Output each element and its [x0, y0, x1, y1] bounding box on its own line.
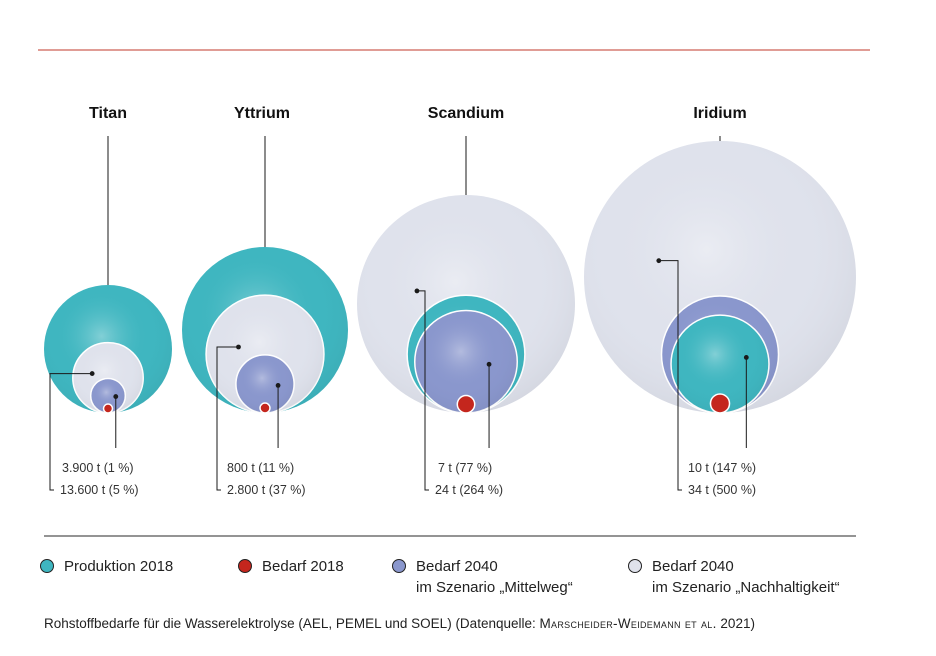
value-nachhaltigkeit-scandium: 24 t (264 %) — [435, 483, 503, 497]
caption-year: 2021) — [716, 616, 755, 631]
element-title-iridium: Iridium — [693, 105, 746, 122]
mittelweg-dot-iridium — [743, 355, 749, 360]
bubble-group-iridium: Iridium 10 t (147 %) 34 t (500 %) — [584, 105, 856, 497]
bubble-group-yttrium: Yttrium 800 t (11 %) 2.800 t (37 %) — [182, 105, 348, 497]
mittelweg-swatch-icon — [392, 559, 406, 573]
bubble-bedarf2018-scandium — [456, 394, 476, 414]
bubble-group-titan: Titan 3.900 t (1 %) 13.600 t (5 %) — [44, 105, 172, 497]
element-title-titan: Titan — [89, 105, 127, 122]
caption-main: Rohstoffbedarfe für die Wasserelektrolys… — [44, 616, 540, 631]
caption: Rohstoffbedarfe für die Wasserelektrolys… — [44, 616, 755, 631]
value-nachhaltigkeit-titan: 13.600 t (5 %) — [60, 483, 139, 497]
element-title-yttrium: Yttrium — [234, 105, 290, 122]
legend-label-produktion: Produktion 2018 — [64, 558, 174, 575]
value-mittelweg-iridium: 10 t (147 %) — [688, 461, 756, 475]
bubble-shade-mittelweg-scandium — [414, 310, 518, 413]
nachhaltigkeit-leader-iridium — [658, 260, 682, 491]
nachhaltigkeit-dot-scandium — [414, 288, 420, 294]
nachhaltigkeit-dot-titan — [89, 371, 95, 376]
mittelweg-dot-titan — [113, 394, 119, 399]
value-mittelweg-titan: 3.900 t (1 %) — [62, 461, 134, 475]
value-nachhaltigkeit-yttrium: 2.800 t (37 %) — [227, 483, 306, 497]
bubble-shade-mittelweg-yttrium — [235, 354, 295, 414]
legend-item-nachhaltigkeit: Bedarf 2040 im Szenario „Nachhaltigkeit“ — [628, 556, 840, 598]
legend-item-mittelweg: Bedarf 2040 im Szenario „Mittelweg“ — [392, 556, 573, 598]
element-title-scandium: Scandium — [428, 105, 504, 122]
caption-source: Marscheider-Weidemann et al. — [539, 616, 717, 631]
value-mittelweg-yttrium: 800 t (11 %) — [227, 461, 294, 475]
legend-mittelweg-line1: Bedarf 2040 — [416, 558, 498, 575]
nachhaltigkeit-leader-titan — [49, 373, 93, 491]
nachhaltigkeit-dot-yttrium — [236, 344, 241, 350]
bubble-bedarf2018-yttrium — [259, 402, 271, 414]
legend-label-mittelweg: Bedarf 2040 im Szenario „Mittelweg“ — [416, 556, 573, 598]
produktion-swatch-icon — [40, 559, 54, 573]
legend-label-nachhaltigkeit: Bedarf 2040 im Szenario „Nachhaltigkeit“ — [652, 556, 840, 598]
nachhaltigkeit-leader-yttrium — [216, 346, 239, 491]
nachhaltigkeit-dot-iridium — [656, 258, 662, 264]
mittelweg-dot-scandium — [486, 361, 492, 367]
legend-item-produktion: Produktion 2018 — [40, 556, 173, 577]
legend-mittelweg-line2: im Szenario „Mittelweg“ — [416, 579, 573, 596]
legend-item-bedarf-2018: Bedarf 2018 — [238, 556, 344, 577]
legend-label-bedarf-2018: Bedarf 2018 — [262, 558, 344, 575]
bubble-bedarf2018-iridium — [709, 393, 731, 414]
bubble-bedarf2018-titan — [102, 403, 114, 414]
nachhaltigkeit-swatch-icon — [628, 559, 642, 573]
bubble-shade-produktion-iridium — [671, 315, 769, 413]
bubble-shade-nachhaltigkeit-iridium — [584, 141, 856, 413]
mittelweg-dot-yttrium — [275, 383, 281, 388]
legend-nachhaltigkeit-line2: im Szenario „Nachhaltigkeit“ — [652, 579, 840, 596]
nachhaltigkeit-leader-scandium — [416, 290, 429, 491]
bubble-group-scandium: Scandium 7 t (77 %) 24 t (264 %) — [357, 105, 575, 497]
bubble-shade-mittelweg-titan — [90, 378, 126, 413]
value-mittelweg-scandium: 7 t (77 %) — [438, 461, 492, 475]
legend-nachhaltigkeit-line1: Bedarf 2040 — [652, 558, 734, 575]
value-nachhaltigkeit-iridium: 34 t (500 %) — [688, 483, 756, 497]
bedarf-2018-swatch-icon — [238, 559, 252, 573]
legend: Produktion 2018 Bedarf 2018 Bedarf 2040 … — [40, 556, 920, 606]
